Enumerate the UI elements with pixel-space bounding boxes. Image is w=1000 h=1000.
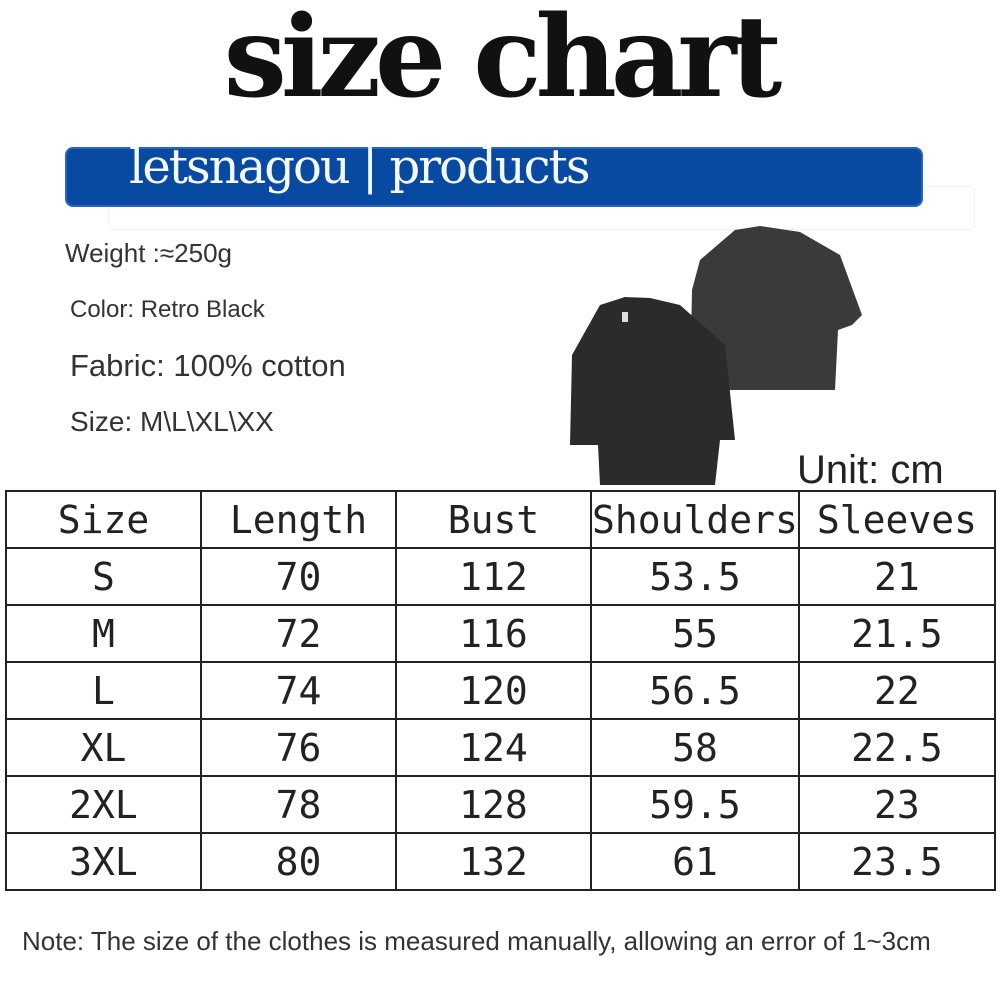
header-sleeves: Sleeves: [797, 490, 996, 549]
table-cell: 22: [797, 661, 996, 720]
table-cell: 3XL: [5, 832, 202, 891]
color-spec: Color: Retro Black: [70, 296, 265, 323]
brand-text: letsnagou | products: [129, 139, 590, 195]
page-title: size chart: [223, 0, 782, 123]
table-cell: 53.5: [590, 547, 800, 606]
size-spec: Size: M\L\XL\XX: [70, 406, 274, 437]
table-cell: 116: [395, 604, 592, 663]
fabric-spec: Fabric: 100% cotton: [70, 348, 346, 383]
measurement-note: Note: The size of the clothes is measure…: [22, 926, 931, 956]
table-cell: 124: [395, 718, 592, 777]
table-row: M 72 116 55 21.5: [5, 604, 996, 663]
table-cell: 23: [797, 775, 996, 834]
header-size: Size: [5, 490, 202, 549]
table-cell: 59.5: [590, 775, 800, 834]
table-row: XL 76 124 58 22.5: [5, 718, 996, 777]
table-header-row: Size Length Bust Shoulders Sleeves: [5, 490, 996, 549]
table-cell: 72: [200, 604, 397, 663]
header-shoulders: Shoulders: [590, 490, 800, 549]
tshirt-front-image: [570, 297, 735, 485]
table-cell: 23.5: [797, 832, 996, 891]
table-cell: 76: [200, 718, 397, 777]
table-cell: 120: [395, 661, 592, 720]
table-cell: XL: [5, 718, 202, 777]
table-cell: 78: [200, 775, 397, 834]
table-cell: L: [5, 661, 202, 720]
table-cell: 80: [200, 832, 397, 891]
unit-label: Unit: cm: [797, 448, 944, 492]
brand-banner: letsnagou | products: [65, 139, 923, 207]
table-cell: S: [5, 547, 202, 606]
table-cell: 128: [395, 775, 592, 834]
table-cell: 21.5: [797, 604, 996, 663]
header-length: Length: [200, 490, 397, 549]
table-cell: 112: [395, 547, 592, 606]
table-row: 2XL 78 128 59.5 23: [5, 775, 996, 834]
tshirt-back-image: [690, 226, 862, 390]
table-cell: 58: [590, 718, 800, 777]
table-cell: 61: [590, 832, 800, 891]
table-cell: 2XL: [5, 775, 202, 834]
table-row: 3XL 80 132 61 23.5: [5, 832, 996, 891]
table-cell: 22.5: [797, 718, 996, 777]
size-table: Size Length Bust Shoulders Sleeves S 70 11…: [5, 490, 996, 891]
table-row: L 74 120 56.5 22: [5, 661, 996, 720]
table-cell: 56.5: [590, 661, 800, 720]
table-cell: 55: [590, 604, 800, 663]
table-cell: M: [5, 604, 202, 663]
header-bust: Bust: [395, 490, 592, 549]
table-cell: 70: [200, 547, 397, 606]
table-row: S 70 112 53.5 21: [5, 547, 996, 606]
table-cell: 132: [395, 832, 592, 891]
table-cell: 74: [200, 661, 397, 720]
weight-spec: Weight :≈250g: [65, 238, 233, 268]
table-cell: 21: [797, 547, 996, 606]
